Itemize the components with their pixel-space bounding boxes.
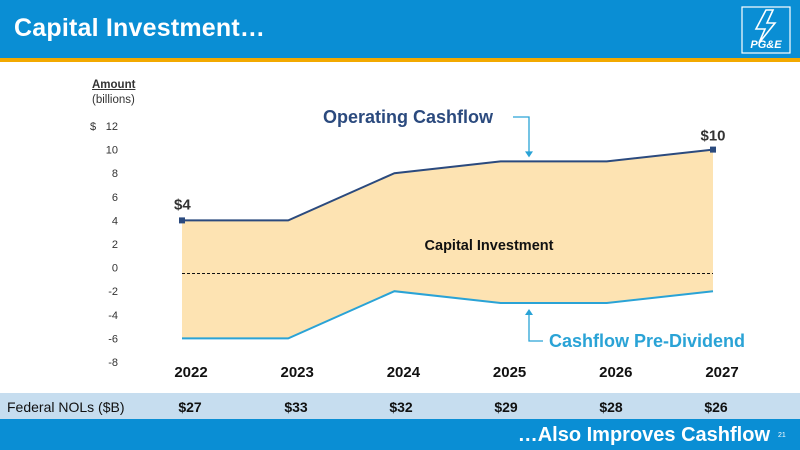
y-tick-label: 0: [112, 263, 118, 275]
operating-cashflow-line: [182, 148, 714, 222]
nol-value: $32: [389, 399, 413, 415]
x-tick-label: 2027: [705, 364, 738, 381]
nol-value: $26: [704, 399, 728, 415]
y-tick-label: 2: [112, 239, 118, 251]
y-tick-label: 10: [106, 145, 118, 157]
x-tick-label: 2023: [281, 364, 314, 381]
nol-value: $28: [599, 399, 623, 415]
nol-value: $29: [494, 399, 518, 415]
y-axis-unit: (billions): [92, 94, 135, 106]
y-axis-ticks: 12 10 8 6 4 2 0 -2 -4 -6 -8: [106, 121, 118, 369]
header-bar: [0, 0, 800, 58]
nol-label: Federal NOLs ($B): [7, 399, 125, 415]
x-tick-label: 2026: [599, 364, 632, 381]
endpoint-markers: [179, 146, 716, 224]
data-point-marker: [179, 217, 185, 224]
page-number: 21: [778, 432, 786, 439]
cashflow-pre-dividend-label: Cashflow Pre-Dividend: [549, 331, 745, 351]
page-title: Capital Investment…: [14, 14, 266, 42]
x-tick-label: 2022: [174, 364, 207, 381]
start-value-label: $4: [174, 196, 191, 213]
footer-text: …Also Improves Cashflow: [517, 424, 770, 446]
y-tick-label: -2: [108, 286, 118, 298]
cashflow-pre-dividend-line: [182, 290, 714, 340]
footer-bar: [0, 419, 800, 450]
end-value-label: $10: [700, 128, 725, 145]
capital-investment-area: [182, 149, 713, 339]
x-tick-label: 2025: [493, 364, 526, 381]
y-tick-label: 8: [112, 168, 118, 180]
y-tick-label: 4: [112, 215, 118, 227]
y-tick-label: -4: [108, 310, 118, 322]
x-axis-ticks: 2022 2023 2024 2025 2026 2027: [174, 364, 738, 381]
operating-cashflow-arrowhead: [525, 151, 533, 158]
cashflow-pre-dividend-callout: [528, 314, 543, 342]
operating-cashflow-label: Operating Cashflow: [323, 107, 494, 127]
y-tick-label: -8: [108, 357, 118, 369]
y-tick-label: -6: [108, 333, 118, 345]
pge-logo-icon: [741, 6, 791, 54]
header-stripe: [0, 58, 800, 62]
data-point-marker: [710, 146, 716, 153]
nol-value: $33: [284, 399, 308, 415]
nol-value: $27: [178, 399, 202, 415]
capital-investment-label: Capital Investment: [425, 238, 554, 254]
nol-band: [0, 393, 800, 419]
x-tick-label: 2024: [387, 364, 421, 381]
y-tick-label: 12: [106, 121, 118, 133]
y-tick-label: 6: [112, 192, 118, 204]
logo-text: PG&E: [750, 39, 782, 51]
cashflow-pre-dividend-arrowhead: [525, 309, 533, 315]
y-axis-currency: $: [90, 121, 96, 133]
operating-cashflow-callout: [513, 116, 530, 153]
y-axis-title: Amount: [92, 79, 136, 91]
